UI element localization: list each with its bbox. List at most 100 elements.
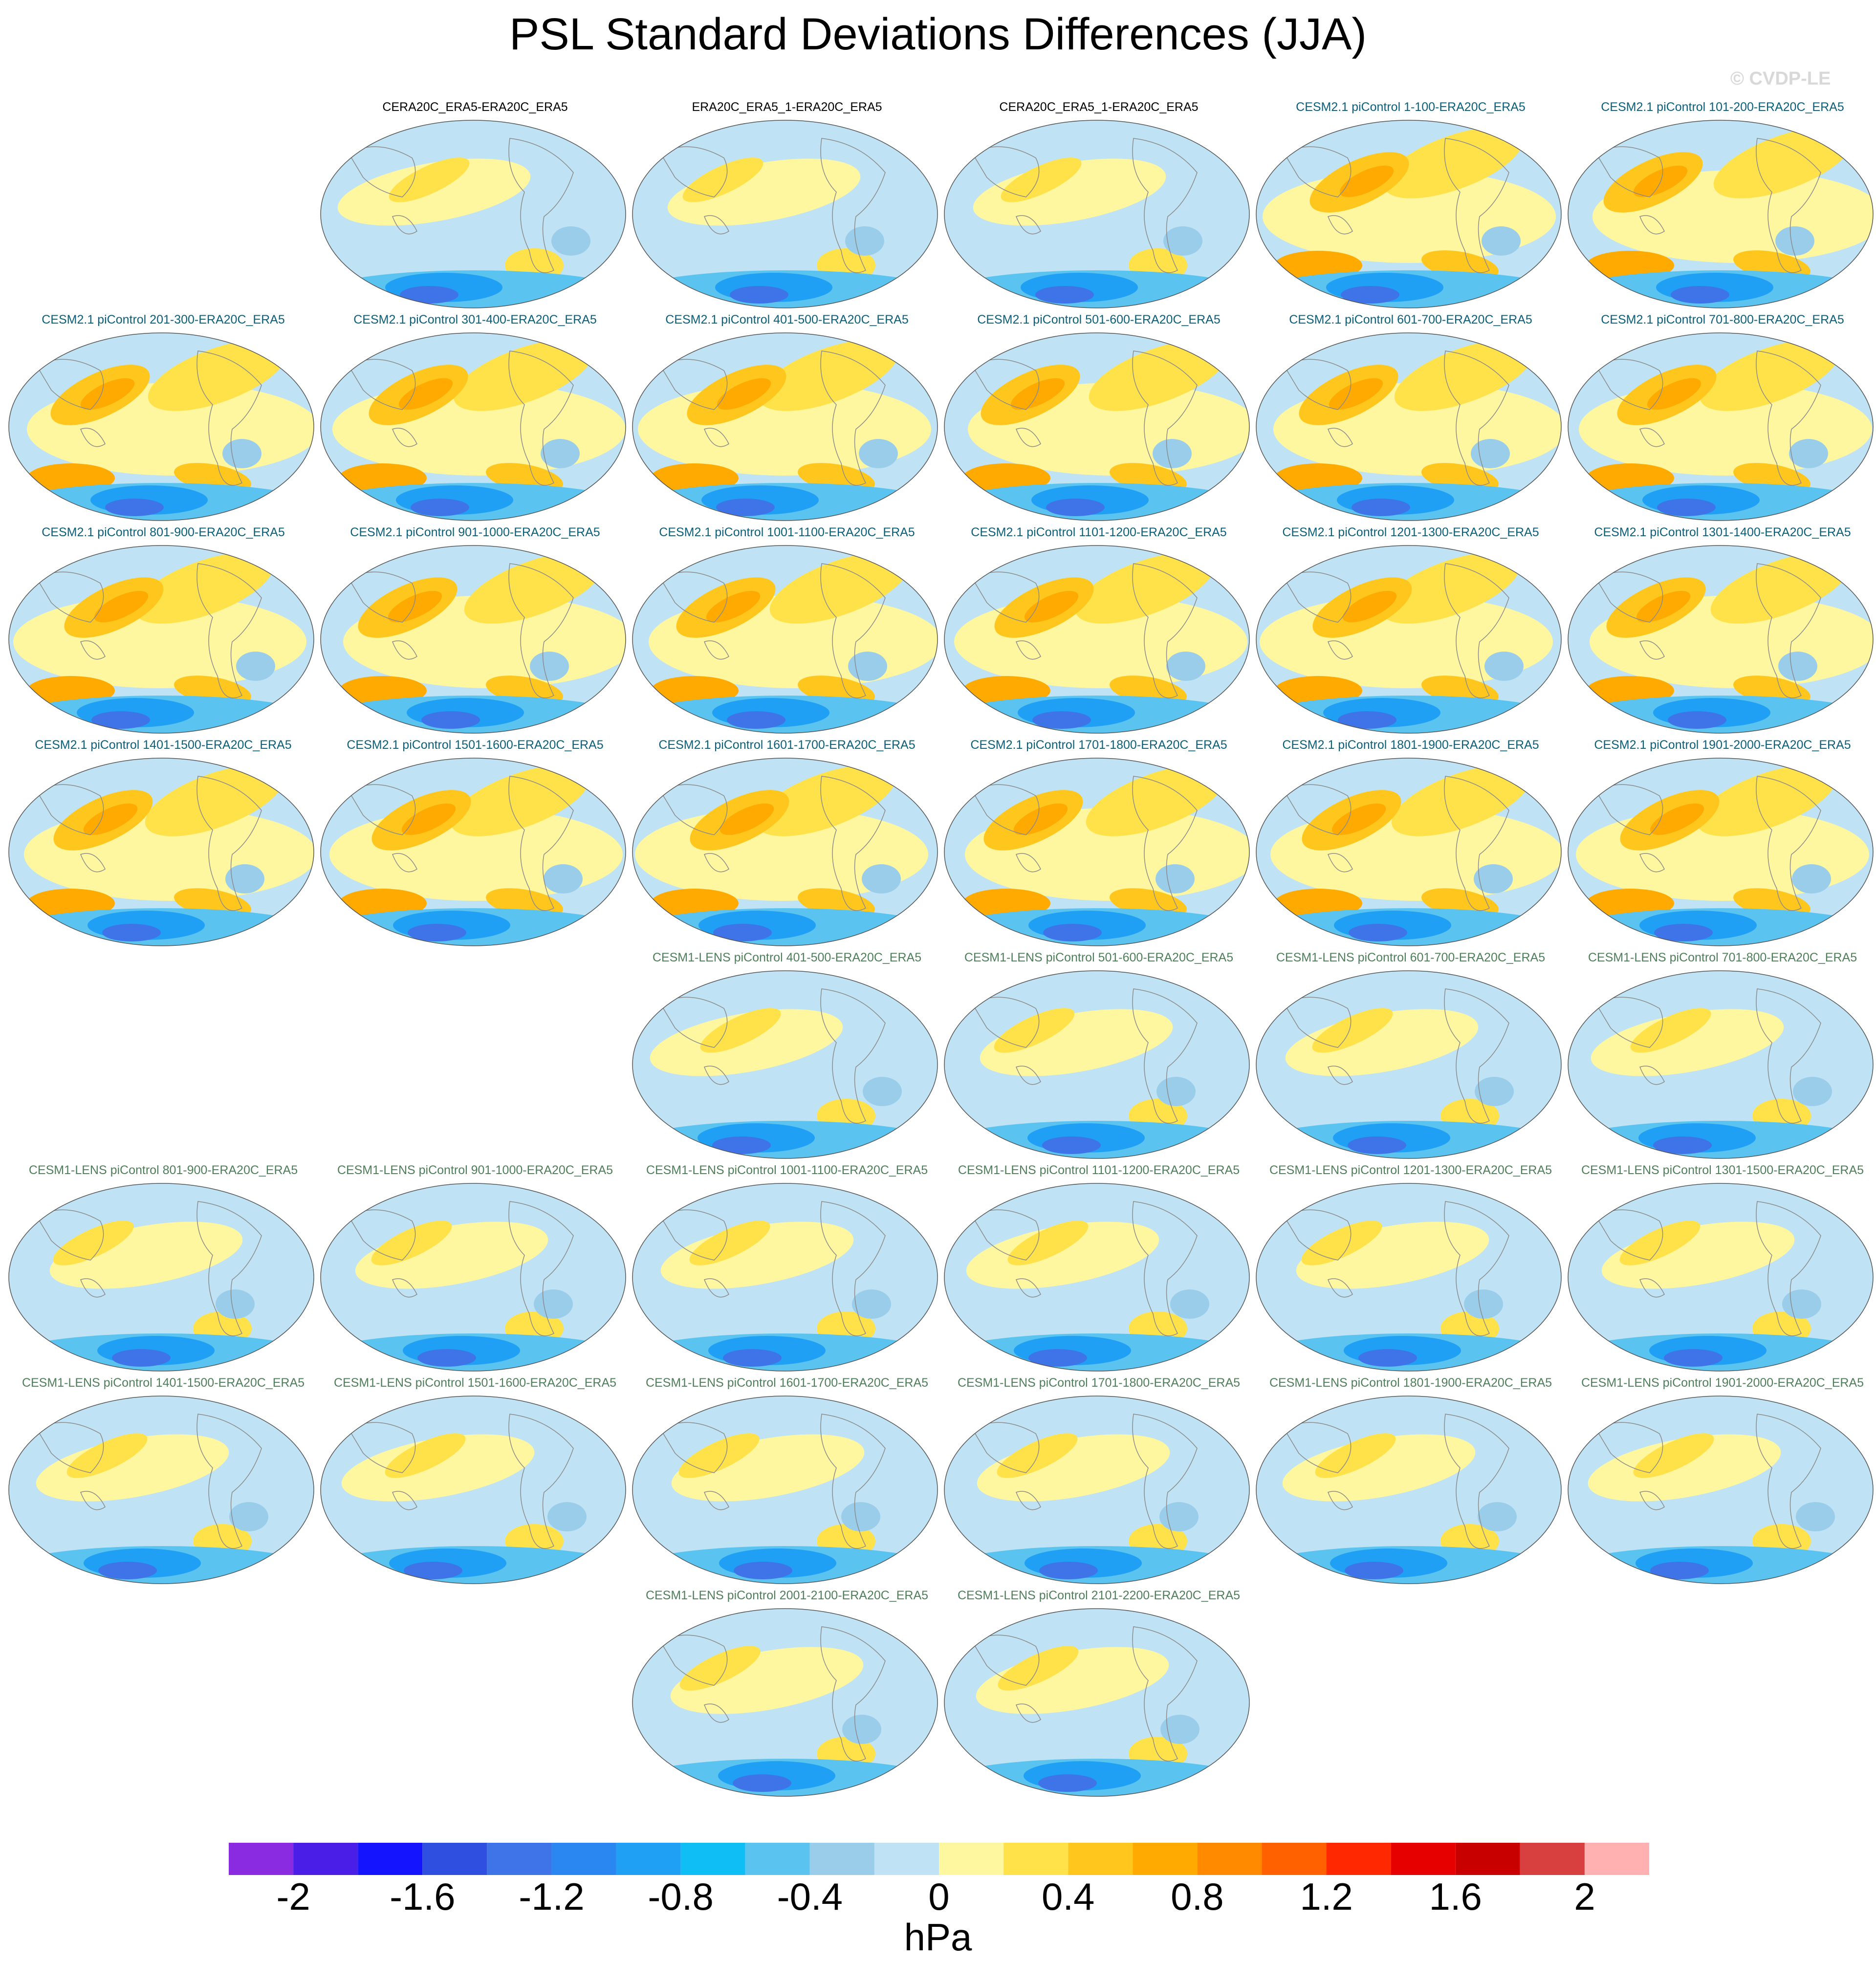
panel-title: CESM1-LENS piControl 1001-1100-ERA20C_ER… xyxy=(646,1163,928,1177)
panel-title: CESM1-LENS piControl 501-600-ERA20C_ERA5 xyxy=(964,951,1234,964)
panel-title: CESM2.1 piControl 1201-1300-ERA20C_ERA5 xyxy=(1282,525,1539,539)
panel-title: CESM2.1 piControl 1401-1500-ERA20C_ERA5 xyxy=(35,738,292,752)
colorbar-tick-label: 0 xyxy=(928,1875,950,1918)
map-panel: CESM1-LENS piControl 701-800-ERA20C_ERA5 xyxy=(1567,951,1876,1163)
panel-title: CESM2.1 piControl 1001-1100-ERA20C_ERA5 xyxy=(659,525,915,539)
robinson-map xyxy=(1568,758,1874,946)
robinson-map xyxy=(1256,120,1562,308)
panel-title: ERA20C_ERA5_1-ERA20C_ERA5 xyxy=(692,100,882,114)
robinson-map xyxy=(944,758,1250,946)
map-panel: CESM1-LENS piControl 1601-1700-ERA20C_ER… xyxy=(631,1376,943,1589)
panel-title: CESM2.1 piControl 301-400-ERA20C_ERA5 xyxy=(353,313,597,327)
map-panel: CESM2.1 piControl 1601-1700-ERA20C_ERA5 xyxy=(631,738,943,951)
robinson-map xyxy=(8,332,314,521)
robinson-map xyxy=(1256,1396,1562,1584)
colorbar-box xyxy=(939,1843,1004,1875)
robinson-map xyxy=(632,332,938,521)
robinson-map xyxy=(944,1608,1250,1797)
colorbar-box xyxy=(680,1843,745,1875)
robinson-map xyxy=(632,1396,938,1584)
robinson-map xyxy=(632,1183,938,1372)
map-panel: CESM1-LENS piControl 1201-1300-ERA20C_ER… xyxy=(1255,1163,1567,1376)
robinson-map xyxy=(1568,970,1874,1159)
map-panel: CESM2.1 piControl 1001-1100-ERA20C_ERA5 xyxy=(631,525,943,738)
robinson-map xyxy=(632,545,938,734)
colorbar-box xyxy=(1262,1843,1327,1875)
robinson-map xyxy=(944,970,1250,1159)
robinson-map xyxy=(1256,1183,1562,1372)
map-panel: CESM2.1 piControl 1201-1300-ERA20C_ERA5 xyxy=(1255,525,1567,738)
map-panel: CESM1-LENS piControl 1401-1500-ERA20C_ER… xyxy=(7,1376,319,1589)
map-panel: CESM2.1 piControl 1-100-ERA20C_ERA5 xyxy=(1255,100,1567,313)
map-panel: CESM1-LENS piControl 2101-2200-ERA20C_ER… xyxy=(943,1589,1255,1801)
colorbar-box xyxy=(1003,1843,1069,1875)
colorbar-box xyxy=(487,1843,552,1875)
panel-title: CESM2.1 piControl 501-600-ERA20C_ERA5 xyxy=(977,313,1221,327)
colorbar-box xyxy=(874,1843,939,1875)
panel-title: CESM1-LENS piControl 1901-2000-ERA20C_ER… xyxy=(1581,1376,1864,1390)
map-panel: CESM2.1 piControl 301-400-ERA20C_ERA5 xyxy=(319,313,631,525)
map-panel: CESM1-LENS piControl 1801-1900-ERA20C_ER… xyxy=(1255,1376,1567,1589)
panel-title: CESM2.1 piControl 601-700-ERA20C_ERA5 xyxy=(1289,313,1532,327)
map-panel: CERA20C_ERA5-ERA20C_ERA5 xyxy=(319,100,631,313)
map-panel: CESM2.1 piControl 1901-2000-ERA20C_ERA5 xyxy=(1567,738,1876,951)
map-panel: CESM2.1 piControl 1301-1400-ERA20C_ERA5 xyxy=(1567,525,1876,738)
colorbar-box xyxy=(358,1843,423,1875)
colorbar-tick-label: -1.6 xyxy=(390,1875,456,1918)
robinson-map xyxy=(8,545,314,734)
panel-title: CESM1-LENS piControl 1101-1200-ERA20C_ER… xyxy=(958,1163,1240,1177)
panel-title: CESM2.1 piControl 1301-1400-ERA20C_ERA5 xyxy=(1594,525,1851,539)
robinson-map xyxy=(320,758,626,946)
colorbar-tick-label: 2 xyxy=(1574,1875,1595,1918)
robinson-map xyxy=(1568,1396,1874,1584)
robinson-map xyxy=(1568,545,1874,734)
colorbar-box xyxy=(1068,1843,1133,1875)
figure-title: PSL Standard Deviations Differences (JJA… xyxy=(509,9,1367,59)
robinson-map xyxy=(1568,1183,1874,1372)
panel-title: CESM2.1 piControl 1901-2000-ERA20C_ERA5 xyxy=(1594,738,1851,752)
robinson-map xyxy=(1568,332,1874,521)
robinson-map xyxy=(1256,545,1562,734)
map-panel: CESM2.1 piControl 101-200-ERA20C_ERA5 xyxy=(1567,100,1876,313)
panel-title: CESM1-LENS piControl 901-1000-ERA20C_ERA… xyxy=(337,1163,613,1177)
panel-title: CESM2.1 piControl 901-1000-ERA20C_ERA5 xyxy=(350,525,600,539)
map-panel: CESM1-LENS piControl 2001-2100-ERA20C_ER… xyxy=(631,1589,943,1801)
map-panel: CESM2.1 piControl 901-1000-ERA20C_ERA5 xyxy=(319,525,631,738)
map-panel: CESM1-LENS piControl 901-1000-ERA20C_ERA… xyxy=(319,1163,631,1376)
panel-title: CESM2.1 piControl 1101-1200-ERA20C_ERA5 xyxy=(971,525,1227,539)
map-panel: CESM2.1 piControl 1801-1900-ERA20C_ERA5 xyxy=(1255,738,1567,951)
panel-title: CESM1-LENS piControl 2001-2100-ERA20C_ER… xyxy=(645,1589,929,1602)
robinson-map xyxy=(320,1183,626,1372)
robinson-map xyxy=(632,758,938,946)
panel-title: CESM2.1 piControl 1801-1900-ERA20C_ERA5 xyxy=(1282,738,1539,752)
robinson-map xyxy=(632,970,938,1159)
robinson-map xyxy=(8,1396,314,1584)
colorbar-box xyxy=(1197,1843,1262,1875)
map-panel: CESM1-LENS piControl 1301-1500-ERA20C_ER… xyxy=(1567,1163,1876,1376)
panel-title: CESM1-LENS piControl 1601-1700-ERA20C_ER… xyxy=(645,1376,929,1390)
panel-title: CESM1-LENS piControl 801-900-ERA20C_ERA5 xyxy=(28,1163,298,1177)
robinson-map xyxy=(944,1183,1250,1372)
panel-title: CESM1-LENS piControl 701-800-ERA20C_ERA5 xyxy=(1588,951,1857,964)
map-panel: CESM1-LENS piControl 1001-1100-ERA20C_ER… xyxy=(631,1163,943,1376)
colorbar-box xyxy=(1326,1843,1391,1875)
colorbar-tick-label: -1.2 xyxy=(519,1875,585,1918)
panel-title: CESM1-LENS piControl 1701-1800-ERA20C_ER… xyxy=(957,1376,1241,1390)
colorbar-tick-label: -0.4 xyxy=(777,1875,843,1918)
map-panel: CESM2.1 piControl 1501-1600-ERA20C_ERA5 xyxy=(319,738,631,951)
colorbar-tick-label: 1.6 xyxy=(1429,1875,1482,1918)
map-panel: CESM2.1 piControl 501-600-ERA20C_ERA5 xyxy=(943,313,1255,525)
panel-title: CESM2.1 piControl 201-300-ERA20C_ERA5 xyxy=(42,313,285,327)
map-panel: CESM2.1 piControl 701-800-ERA20C_ERA5 xyxy=(1567,313,1876,525)
panel-title: CESM2.1 piControl 1-100-ERA20C_ERA5 xyxy=(1296,100,1526,114)
map-panel: CESM2.1 piControl 1401-1500-ERA20C_ERA5 xyxy=(7,738,319,951)
robinson-map xyxy=(320,332,626,521)
map-panel: CESM1-LENS piControl 1701-1800-ERA20C_ER… xyxy=(943,1376,1255,1589)
map-panel: CERA20C_ERA5_1-ERA20C_ERA5 xyxy=(943,100,1255,313)
colorbar-tick-label: -0.8 xyxy=(648,1875,714,1918)
robinson-map xyxy=(944,545,1250,734)
panel-title: CESM1-LENS piControl 2101-2200-ERA20C_ER… xyxy=(957,1589,1241,1602)
panel-title: CESM2.1 piControl 801-900-ERA20C_ERA5 xyxy=(42,525,285,539)
panel-title: CESM2.1 piControl 1601-1700-ERA20C_ERA5 xyxy=(658,738,916,752)
panel-title: CESM1-LENS piControl 1801-1900-ERA20C_ER… xyxy=(1269,1376,1552,1390)
